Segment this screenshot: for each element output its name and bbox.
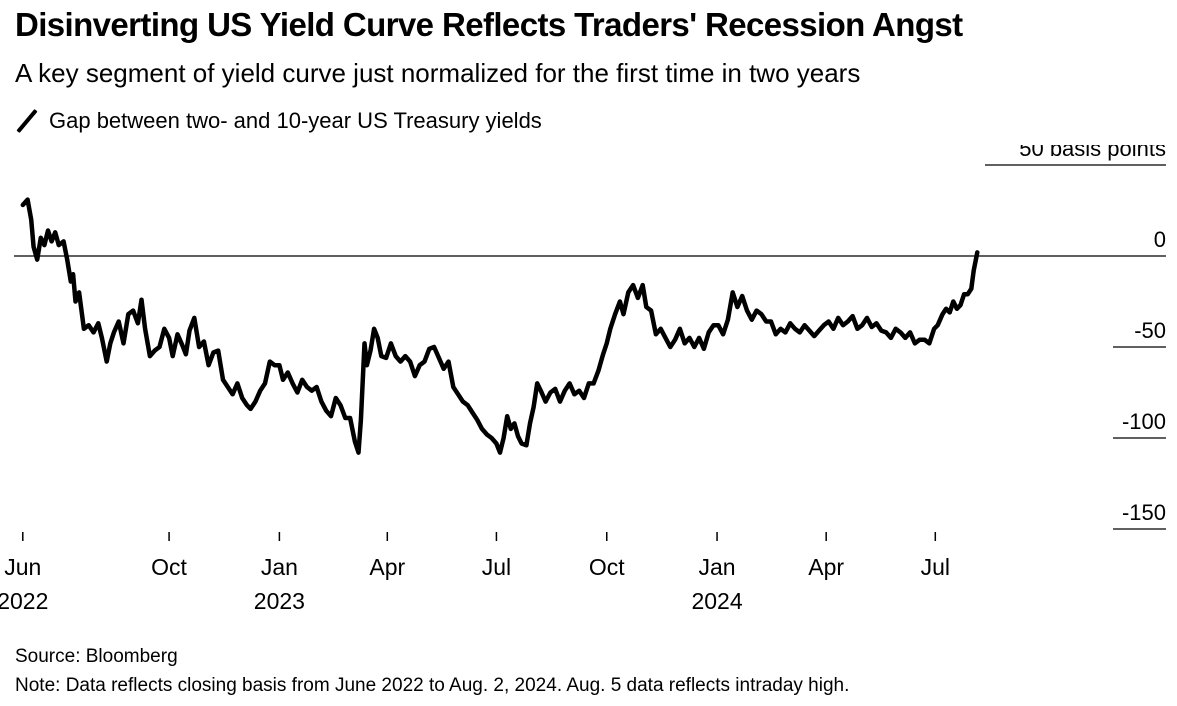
series-line <box>20 197 980 455</box>
y-tick-label: -100 <box>1122 409 1166 434</box>
x-tick-label: Oct <box>151 554 187 580</box>
x-tick-label: Jan <box>699 554 736 580</box>
legend-line-icon <box>15 109 39 133</box>
x-tick-label: Jul <box>921 554 950 580</box>
x-tick-label: Jan <box>261 554 298 580</box>
legend-label: Gap between two- and 10-year US Treasury… <box>49 108 542 133</box>
x-tick-label: Jun <box>4 554 41 580</box>
data-note: Note: Data reflects closing basis from J… <box>15 675 850 696</box>
y-tick-label: 50 basis points <box>1019 145 1166 161</box>
x-tick-label: Apr <box>808 554 844 580</box>
x-tick-year-label: 2023 <box>254 588 305 614</box>
y-tick-label: -150 <box>1122 500 1166 525</box>
chart-title: Disinverting US Yield Curve Reflects Tra… <box>15 6 963 43</box>
x-tick-label: Oct <box>589 554 625 580</box>
line-chart: 50 basis points 0 -50 -100 -150 Jun 2022 Oct Jan… <box>0 145 1166 614</box>
source-note: Source: Bloomberg <box>15 646 178 667</box>
x-tick-label: Jul <box>482 554 511 580</box>
y-tick-label: -50 <box>1134 318 1166 343</box>
chart-subtitle: A key segment of yield curve just normal… <box>15 58 861 88</box>
x-tick-year-label: 2022 <box>0 588 48 614</box>
x-tick-label: Apr <box>369 554 405 580</box>
x-tick-year-label: 2024 <box>691 588 742 614</box>
y-tick-label: 0 <box>1154 227 1166 252</box>
legend: Gap between two- and 10-year US Treasury… <box>15 108 542 134</box>
